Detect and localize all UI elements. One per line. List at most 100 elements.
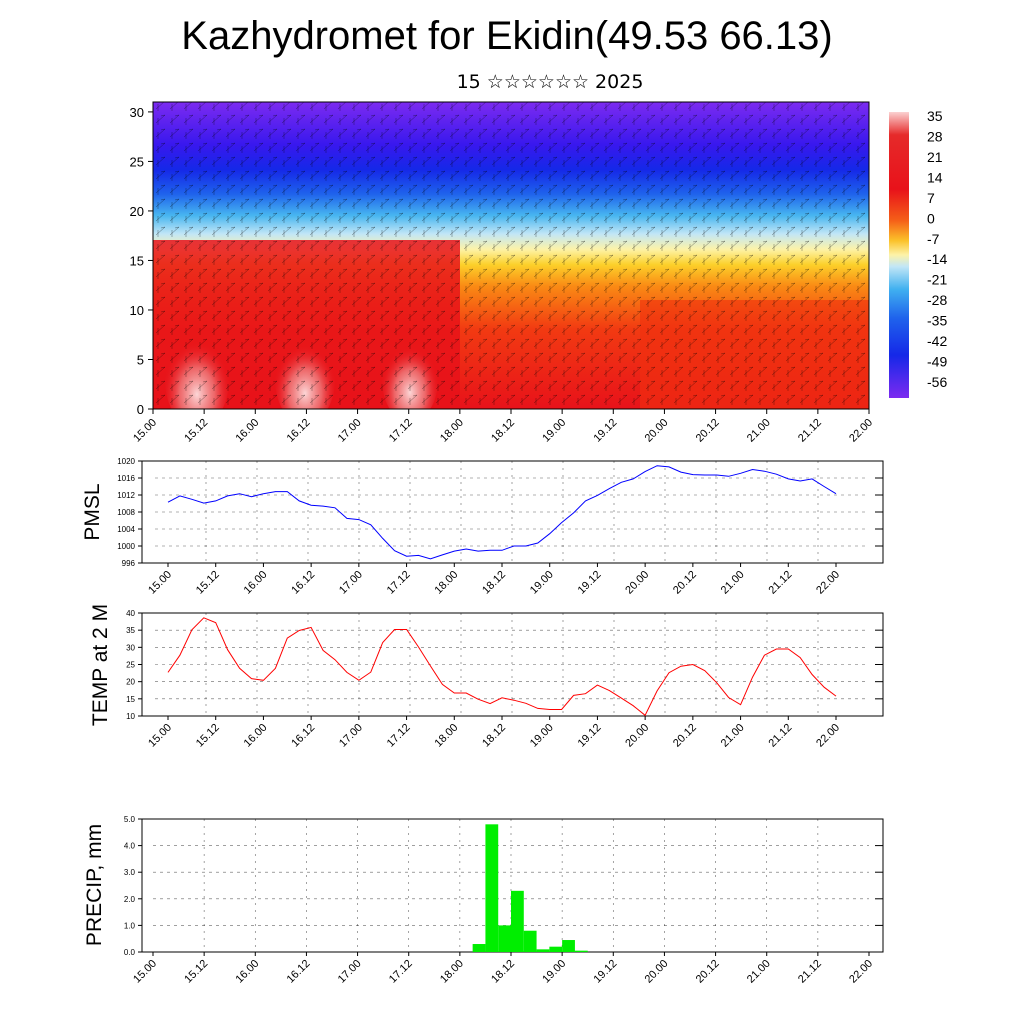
temp-series-line (167, 617, 837, 717)
temp-y-tick-label: 35 (126, 626, 135, 635)
temp-y-tick-label: 30 (126, 643, 135, 652)
xs-x-tick-label: 20.12 (694, 417, 722, 445)
xs-x-tick-label: 21.12 (796, 417, 824, 445)
x-tick-label: 19.00 (540, 958, 568, 986)
x-tick-label: 15.00 (146, 722, 174, 750)
xs-y-tick-label: 25 (130, 154, 144, 169)
x-tick-label: 16.00 (233, 958, 261, 986)
precip-y-tick-label: 4.0 (124, 842, 136, 851)
precip-bar (549, 946, 563, 952)
pmsl-y-tick-label: 996 (122, 559, 136, 568)
xs-x-tick-label: 17.00 (336, 417, 364, 445)
x-tick-label: 15.12 (194, 722, 222, 750)
pmsl-y-tick-label: 1016 (117, 474, 135, 483)
xs-x-tick-label: 22.00 (847, 417, 875, 445)
xs-x-tick-label: 15.12 (182, 417, 210, 445)
x-tick-label: 15.00 (146, 569, 174, 597)
precip-bar (472, 944, 486, 952)
chart-title: Kazhydromet for Ekidin(49.53 66.13) (181, 14, 833, 58)
xs-x-tick-label: 15.00 (131, 417, 159, 445)
precip-x-axis: 15.00 15.12 16.00 16.12 17.00 17.12 18.00 18.12… (131, 952, 875, 986)
x-tick-label: 17.00 (336, 958, 364, 986)
x-tick-label: 22.00 (814, 569, 842, 597)
x-tick-label: 19.00 (528, 569, 556, 597)
colorbar-label: -35 (927, 313, 947, 329)
x-tick-label: 21.12 (766, 722, 794, 750)
colorbar-label: -14 (927, 251, 947, 267)
x-tick-label: 20.00 (643, 958, 671, 986)
pmsl-y-tick-label: 1020 (117, 457, 135, 466)
chart-subtitle: 15 ☆☆☆☆☆☆ 2025 (456, 71, 644, 93)
pmsl-y-tick-label: 1008 (117, 508, 135, 517)
precip-panel: 5.04.03.02.01.00.0 15.00 15.12 16.00 16.12 1… (83, 815, 884, 986)
xs-y-tick-label: 0 (137, 402, 144, 417)
x-tick-label: 16.00 (242, 569, 270, 597)
colorbar-label: 21 (927, 149, 943, 165)
xs-x-tick-label: 21.00 (745, 417, 773, 445)
precip-y-tick-label: 1.0 (124, 921, 136, 930)
x-tick-label: 19.12 (576, 722, 604, 750)
xs-x-tick-label: 20.00 (643, 417, 671, 445)
precip-y-tick-label: 5.0 (124, 815, 136, 824)
x-tick-label: 15.00 (131, 958, 159, 986)
xs-x-tick-label: 19.12 (591, 417, 619, 445)
x-tick-label: 22.00 (847, 958, 875, 986)
x-tick-label: 20.12 (694, 958, 722, 986)
precip-bar (562, 940, 575, 952)
colorbar-label: 35 (927, 108, 943, 124)
x-tick-label: 19.12 (576, 569, 604, 597)
colorbar-labels: 35 28 21 14 7 0 -7 -14 -21 -28 -35 -42 -49 -56 (927, 108, 947, 390)
colorbar-ramp (889, 112, 909, 398)
colorbar: 35 28 21 14 7 0 -7 -14 -21 -28 -35 -42 -49 -56 (889, 108, 947, 398)
cross-section-x-axis: 15.00 15.12 16.00 16.12 17.00 17.12 18.00 18.12… (131, 409, 875, 445)
wind-vectors (153, 102, 869, 409)
pmsl-x-axis: 15.00 15.12 16.00 16.12 17.00 17.12 18.00 18.12… (146, 563, 842, 597)
x-tick-label: 21.00 (719, 722, 747, 750)
precip-bar (536, 949, 550, 952)
pmsl-panel: 1020 1016 1012 1008 1004 1000 996 15.00 15.12 16… (81, 457, 884, 597)
x-tick-label: 20.00 (623, 569, 651, 597)
precip-bar (498, 925, 511, 952)
pmsl-y-tick-label: 1000 (117, 542, 135, 551)
temp-y-tick-label: 25 (126, 661, 135, 670)
x-tick-label: 16.12 (289, 569, 317, 597)
colorbar-label: 14 (927, 169, 943, 185)
precip-y-axis: 5.0 4.0 3.0 2.0 1.0 0.0 (124, 815, 883, 957)
x-tick-label: 15.12 (194, 569, 222, 597)
colorbar-label: -7 (927, 231, 940, 247)
precip-y-tick-label: 0.0 (124, 948, 136, 957)
colorbar-label: -56 (927, 374, 947, 390)
x-tick-label: 15.12 (182, 958, 210, 986)
xs-y-tick-label: 15 (130, 253, 144, 268)
xs-x-tick-label: 16.00 (233, 417, 261, 445)
x-tick-label: 19.12 (591, 958, 619, 986)
xs-y-tick-label: 10 (130, 303, 144, 318)
precip-bar (523, 930, 537, 952)
colorbar-label: 28 (927, 128, 943, 144)
x-tick-label: 17.12 (385, 569, 413, 597)
x-tick-label: 21.12 (766, 569, 794, 597)
colorbar-label: -28 (927, 292, 947, 308)
x-tick-label: 16.00 (242, 722, 270, 750)
x-tick-label: 20.12 (671, 569, 699, 597)
xs-x-tick-label: 18.12 (489, 417, 517, 445)
xs-x-tick-label: 18.00 (438, 417, 466, 445)
x-tick-label: 22.00 (814, 722, 842, 750)
x-tick-label: 18.00 (432, 569, 460, 597)
x-tick-label: 20.00 (623, 722, 651, 750)
xs-x-tick-label: 17.12 (387, 417, 415, 445)
temp-y-tick-label: 15 (126, 695, 135, 704)
x-tick-label: 18.12 (480, 722, 508, 750)
x-tick-label: 20.12 (671, 722, 699, 750)
precip-bars (472, 824, 588, 952)
temp-x-axis: 15.00 15.12 16.00 16.12 17.00 17.12 18.00 18.12… (146, 716, 842, 750)
colorbar-label: -21 (927, 272, 947, 288)
x-tick-label: 18.12 (489, 958, 517, 986)
precip-ylabel: PRECIP, mm (83, 824, 106, 946)
pmsl-grid (155, 460, 869, 564)
x-tick-label: 16.12 (289, 722, 317, 750)
x-tick-label: 21.12 (796, 958, 824, 986)
xs-x-tick-label: 16.12 (285, 417, 313, 445)
temp-y-tick-label: 40 (126, 609, 135, 618)
xs-y-tick-label: 30 (130, 105, 144, 120)
